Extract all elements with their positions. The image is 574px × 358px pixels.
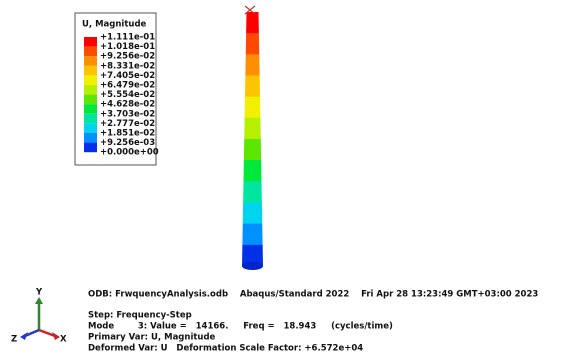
triad-z-label: Z (11, 335, 17, 345)
legend-label: +3.703e-02 (100, 109, 155, 119)
step-line: Step: Frequency-Step (88, 311, 192, 321)
legend-swatch (84, 66, 97, 76)
legend-swatch (84, 133, 97, 143)
legend-label: +1.018e-01 (100, 42, 155, 52)
model-band (246, 33, 260, 55)
model-band (242, 224, 262, 246)
legend-label: +0.000e+00 (100, 148, 159, 158)
model-band (245, 97, 261, 119)
model-band (243, 203, 263, 225)
model-band (244, 160, 262, 182)
viewport: U, Magnitude +1.111e-01+1.018e-01+9.256e… (0, 0, 574, 358)
model-band (245, 54, 259, 76)
primary-var-line: Primary Var: U, Magnitude (88, 333, 216, 343)
legend-label: +8.331e-02 (100, 61, 155, 71)
legend-label: +1.851e-02 (100, 129, 155, 139)
legend-label: +9.256e-03 (100, 138, 155, 148)
legend-swatch (84, 104, 97, 114)
legend-swatch (84, 114, 97, 124)
legend-swatch (84, 47, 97, 57)
legend-swatch (84, 143, 97, 153)
model-band (243, 181, 262, 203)
legend-label: +2.777e-02 (100, 119, 155, 129)
legend-swatch (84, 56, 97, 66)
legend-scale: +1.111e-01+1.018e-01+9.256e-02+8.331e-02… (84, 33, 159, 158)
legend-swatch (84, 37, 97, 47)
legend-label: +5.554e-02 (100, 90, 155, 100)
deformed-var-line: Deformed Var: U Deformation Scale Factor… (88, 344, 363, 354)
odb-line: ODB: FrwquencyAnalysis.odb Abaqus/Standa… (88, 290, 538, 300)
legend-label: +7.405e-02 (100, 71, 155, 81)
legend-label: +1.111e-01 (100, 33, 155, 43)
legend-swatch (84, 95, 97, 105)
legend-title: U, Magnitude (82, 20, 147, 30)
triad-x-label: X (60, 335, 67, 345)
model-band (246, 12, 259, 34)
legend-label: +4.628e-02 (100, 100, 155, 110)
legend-swatch (84, 85, 97, 95)
legend-label: +9.256e-02 (100, 52, 155, 62)
triad-y-label: Y (35, 288, 43, 298)
mode-line: Mode 3: Value = 14166. Freq = 18.943 (cy… (88, 322, 393, 332)
model-base (242, 262, 263, 270)
legend-swatch (84, 75, 97, 85)
legend-label: +6.479e-02 (100, 81, 155, 91)
model-band (244, 139, 261, 161)
model-band (244, 118, 261, 140)
model-band (245, 76, 260, 98)
legend-swatch (84, 123, 97, 133)
